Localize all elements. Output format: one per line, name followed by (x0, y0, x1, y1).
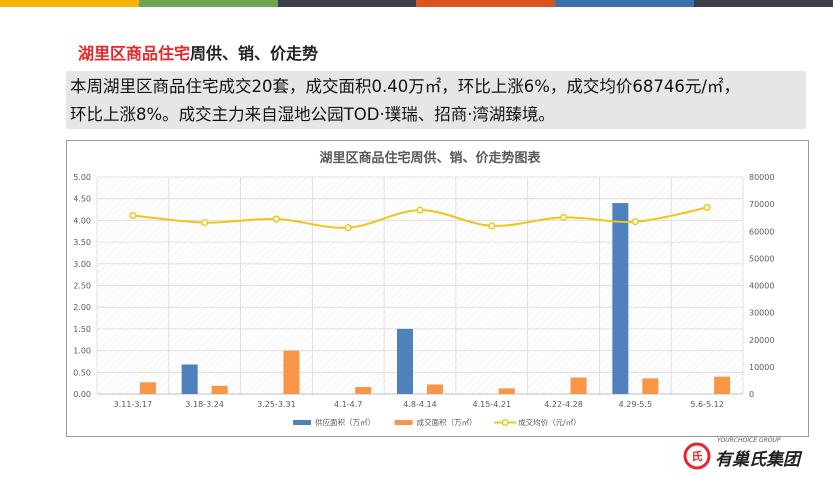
legend-swatch (293, 420, 311, 425)
bar-transaction (355, 387, 372, 394)
y-right-tick-label: 30000 (749, 309, 774, 318)
top-bar-segment (416, 0, 556, 7)
bar-transaction (498, 388, 515, 394)
top-bar-segment (0, 0, 139, 7)
price-point (560, 213, 568, 221)
price-point (703, 203, 711, 212)
x-tick-label: 4.29-5.5 (619, 400, 652, 409)
price-point (129, 211, 137, 220)
bar-transaction (714, 376, 731, 394)
y-right-tick-label: 80000 (749, 173, 774, 182)
chart-title: 湖里区商品住宅周供、销、价走势图表 (319, 150, 541, 166)
price-point (488, 222, 496, 230)
bar-supply (181, 364, 198, 394)
price-point (272, 215, 280, 223)
x-tick-label: 4.22-4.28 (544, 400, 583, 409)
chart-svg: 湖里区商品住宅周供、销、价走势图表 0.00 0.50 1.00 1.50 2.00 2.5… (73, 150, 774, 427)
y-left-tick-label: 4.50 (73, 195, 91, 204)
svg-text:氏: 氏 (692, 449, 703, 463)
company-logo: 氏 YOURCHOICE GROUP 有巢氏集团 (683, 437, 823, 473)
legend-label: 成交均价（元/㎡） (518, 417, 581, 427)
top-bar-segment (138, 0, 278, 7)
y-left-tick-label: 0.50 (73, 368, 91, 377)
y-right-tick-label: 20000 (749, 336, 774, 345)
legend-swatch (394, 420, 413, 425)
x-tick-label: 5.6-5.12 (690, 400, 723, 409)
bar-supply (397, 328, 413, 394)
bar-transaction (427, 384, 443, 394)
y-left-tick-label: 3.00 (73, 260, 91, 269)
x-tick-label: 3.18-3.24 (185, 400, 224, 409)
chart-container: 湖里区商品住宅周供、销、价走势图表 0.00 0.50 1.00 1.50 2.00 2.5… (66, 140, 809, 437)
x-tick-label: 4.8-4.14 (403, 400, 436, 409)
price-point (631, 218, 639, 226)
legend-label: 成交面积（万㎡） (417, 417, 477, 427)
bar-transaction (642, 378, 659, 394)
y-left-tick-label: 1.00 (73, 347, 91, 356)
y-right-tick-label: 40000 (749, 282, 774, 291)
x-tick-label: 3.11-3.17 (114, 400, 153, 409)
y-left-tick-label: 2.00 (73, 303, 91, 312)
x-tick-label: 3.25-3.31 (257, 400, 296, 409)
page-title: 湖里区商品住宅周供、销、价走势 (78, 40, 318, 64)
x-tick-label: 4.15-4.21 (473, 400, 512, 409)
price-point (201, 219, 209, 227)
logo-mark-icon: 氏 (683, 442, 711, 470)
logo-english-text: YOURCHOICE GROUP (717, 437, 781, 444)
top-bar-segment (694, 0, 833, 7)
legend-label: 供应面积（万㎡） (315, 417, 375, 427)
y-left-tick-label: 5.00 (73, 173, 91, 182)
summary-line-2: 环比上涨8%。成交主力来自湿地公园TOD·璞瑞、招商·湾湖臻境。 (70, 105, 555, 124)
y-right-tick-label: 60000 (749, 227, 774, 236)
top-color-bar (0, 0, 833, 7)
bar-supply (612, 203, 629, 394)
summary-line-1: 本周湖里区商品住宅成交20套，成交面积0.40万㎡，环比上涨6%，成交均价687… (70, 77, 740, 96)
y-left-tick-label: 2.50 (73, 282, 91, 291)
bar-transaction (283, 350, 300, 394)
top-bar-segment (277, 0, 417, 7)
page-title-rest: 周供、销、价走势 (190, 44, 319, 63)
y-left-tick-label: 0.00 (73, 390, 91, 399)
y-right-tick-label: 10000 (749, 363, 774, 372)
bar-transaction (570, 377, 587, 394)
legend-swatch-marker (501, 418, 509, 427)
y-right-tick-label: 50000 (749, 254, 774, 263)
price-point (344, 224, 352, 232)
top-bar-segment (555, 0, 695, 7)
price-point (416, 206, 424, 214)
y-right-tick-label: 0 (749, 390, 754, 399)
bar-transaction (139, 382, 156, 394)
summary-box: 本周湖里区商品住宅成交20套，成交面积0.40万㎡，环比上涨6%，成交均价687… (66, 71, 806, 129)
x-tick-label: 4.1-4.7 (334, 400, 362, 409)
y-left-tick-label: 3.50 (73, 238, 91, 247)
y-right-tick-label: 70000 (749, 200, 774, 209)
page-title-highlight: 湖里区商品住宅 (78, 44, 191, 63)
logo-chinese-text: 有巢氏集团 (715, 450, 800, 470)
y-left-tick-label: 1.50 (73, 325, 91, 334)
bar-transaction (211, 385, 228, 394)
y-left-tick-label: 4.00 (73, 216, 91, 225)
